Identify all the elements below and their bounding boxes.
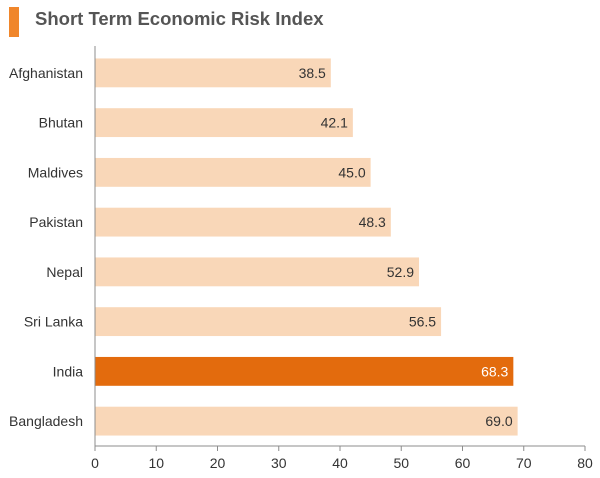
- category-label-sri-lanka: Sri Lanka: [24, 314, 83, 330]
- value-label-bangladesh: 69.0: [485, 413, 512, 429]
- bar-nepal: [95, 257, 420, 287]
- x-tick-label-80: 80: [577, 455, 593, 471]
- title-accent-bar: [9, 7, 19, 37]
- x-tick-label-30: 30: [271, 455, 287, 471]
- category-label-india: India: [53, 363, 84, 379]
- category-label-maldives: Maldives: [28, 164, 83, 180]
- x-tick-labels-group: 0 10 20 30 40 50 60 70 80: [91, 455, 593, 471]
- bar-bhutan: [95, 108, 353, 138]
- x-tick-label-10: 10: [148, 455, 164, 471]
- value-label-india: 68.3: [481, 363, 508, 379]
- bar-india: [95, 356, 514, 386]
- bar-maldives: [95, 157, 371, 187]
- value-label-pakistan: 48.3: [359, 214, 386, 230]
- category-label-nepal: Nepal: [46, 264, 83, 280]
- value-label-sri-lanka: 56.5: [409, 314, 436, 330]
- bar-bangladesh: [95, 406, 518, 436]
- value-label-afghanistan: 38.5: [299, 65, 326, 81]
- x-tick-label-60: 60: [455, 455, 471, 471]
- bar-sri-lanka: [95, 307, 442, 337]
- x-tick-label-70: 70: [516, 455, 532, 471]
- value-label-nepal: 52.9: [387, 264, 414, 280]
- category-label-bhutan: Bhutan: [39, 115, 83, 131]
- x-tick-label-40: 40: [332, 455, 348, 471]
- bars-group: [95, 58, 518, 436]
- value-label-bhutan: 42.1: [321, 115, 348, 131]
- category-labels-group: Afghanistan Bhutan Maldives Pakistan Nepal Sr…: [9, 65, 83, 429]
- category-label-bangladesh: Bangladesh: [9, 413, 83, 429]
- x-tick-label-50: 50: [393, 455, 409, 471]
- value-labels-group: 38.5 42.1 45.0 48.3 52.9 56.5 68.3 69.0: [299, 65, 513, 429]
- x-tick-label-20: 20: [210, 455, 226, 471]
- bar-afghanistan: [95, 58, 331, 88]
- value-label-maldives: 45.0: [338, 164, 365, 180]
- bar-pakistan: [95, 207, 391, 237]
- category-label-afghanistan: Afghanistan: [9, 65, 83, 81]
- axes-group: [94, 46, 586, 451]
- category-label-pakistan: Pakistan: [29, 214, 83, 230]
- x-tick-label-0: 0: [91, 455, 99, 471]
- chart-title: Short Term Economic Risk Index: [35, 8, 324, 29]
